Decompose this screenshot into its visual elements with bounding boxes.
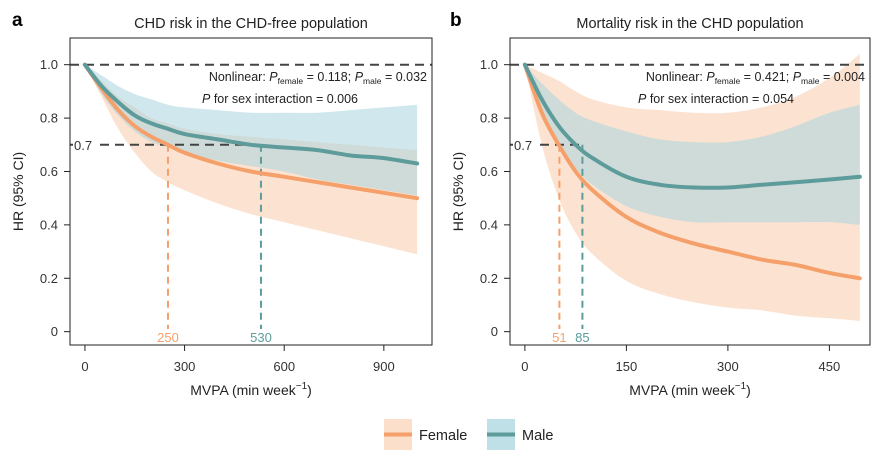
y-tick-label: 1.0 [480,57,498,72]
female-hr-line [522,62,862,281]
p-symbol: P [355,70,364,84]
panel-label: a [12,10,23,31]
x-tick-label: 600 [273,359,295,374]
x-axis-title-text: MVPA (min week [629,382,736,398]
female-hr-line [82,62,420,201]
x-tick-label: 150 [616,359,638,374]
male-ci-band [84,64,418,196]
y-tick-label: 1.0 [40,57,58,72]
male-subscript: male [363,76,382,86]
threshold-label: 0.7 [74,138,92,153]
chart-title: CHD risk in the CHD-free population [134,16,368,32]
x-axis-title-text: MVPA (min week [190,382,297,398]
y-tick-label: 0.6 [40,164,58,179]
p-symbol: P [202,92,211,106]
male-subscript: male [801,76,820,86]
x-axis-title: MVPA (min week−1) [190,381,312,398]
threshold-label-bg [513,136,537,153]
legend-female-label: Female [419,428,467,444]
x-tick-label: 450 [819,359,841,374]
female-p-value: = 0.421; [740,70,792,84]
male-hr-line [82,62,420,166]
x-tick-label: 300 [174,359,196,374]
chart-title: Mortality risk in the CHD population [576,16,803,32]
p-symbol: P [706,70,715,84]
female-crossing-label: 51 [552,330,566,345]
x-axis-title-sup: −1 [296,381,308,392]
x-axis-title-end: ) [746,382,751,398]
male-crossing-label: 85 [575,330,589,345]
nonlinear-prefix: Nonlinear: [209,70,269,84]
threshold-label: 0.7 [514,138,532,153]
y-tick-label: 0.8 [480,111,498,126]
p-symbol: P [269,70,278,84]
x-tick-label: 300 [717,359,739,374]
y-tick-label: 0.4 [40,217,58,232]
y-tick-label: 0 [51,324,58,339]
nonlinear-annotation: Nonlinear: Pfemale = 0.118; Pmale = 0.03… [209,70,427,86]
y-tick-label: 0.2 [480,271,498,286]
threshold-label-bg [73,136,97,153]
plot-area [70,62,432,329]
x-tick-label: 0 [81,359,88,374]
x-axis-title-sup: −1 [735,381,747,392]
male-p-value: = 0.032 [381,70,427,84]
x-axis-title: MVPA (min week−1) [629,381,751,398]
male-hr-line [522,62,862,190]
legend-male-label: Male [522,428,553,444]
female-subscript: female [715,76,741,86]
interaction-text: for sex interaction = 0.006 [210,92,358,106]
y-tick-label: 0 [491,324,498,339]
plot-frame [509,37,871,346]
y-tick-label: 0.2 [40,271,58,286]
y-axis-title: HR (95% CI) [10,152,26,231]
panel-a: a CHD risk in the CHD-free population 250 5… [10,10,433,398]
x-axis-title-end: ) [307,382,312,398]
x-tick-label: 900 [373,359,395,374]
y-tick-label: 0.4 [480,217,498,232]
p-symbol: P [638,92,647,106]
panel-b: b Mortality risk in the CHD population 51 8… [450,10,871,398]
legend: Female Male [384,419,553,450]
male-p-value: = 0.004 [819,70,865,84]
interaction-annotation: P for sex interaction = 0.006 [202,92,358,106]
female-p-value: = 0.118; [303,70,355,84]
y-tick-label: 0.8 [40,111,58,126]
y-axis-title: HR (95% CI) [450,152,466,231]
male-crossing-label: 530 [250,330,272,345]
x-tick-label: 0 [521,359,528,374]
female-crossing-label: 250 [157,330,179,345]
interaction-annotation: P for sex interaction = 0.054 [638,92,794,106]
female-subscript: female [278,76,304,86]
plot-area [510,54,870,329]
panel-label: b [450,10,462,31]
nonlinear-annotation: Nonlinear: Pfemale = 0.421; Pmale = 0.00… [646,70,865,86]
p-symbol: P [793,70,802,84]
interaction-text: for sex interaction = 0.054 [646,92,794,106]
y-tick-label: 0.6 [480,164,498,179]
plot-frame [69,37,433,346]
nonlinear-prefix: Nonlinear: [646,70,706,84]
